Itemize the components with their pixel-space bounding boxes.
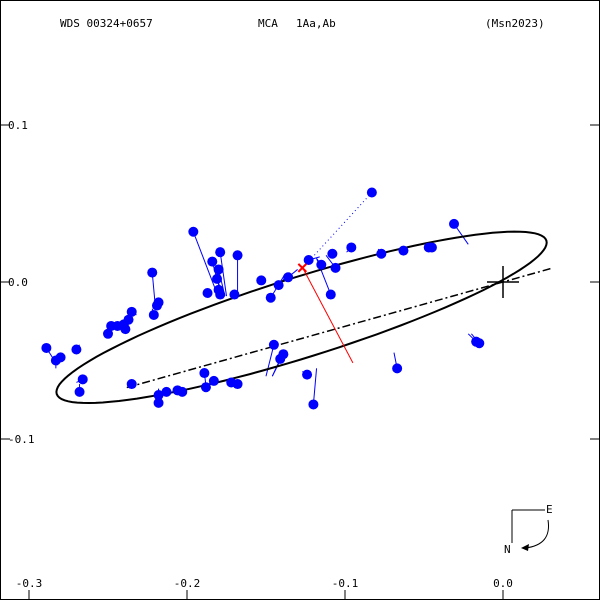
observation-point: [275, 353, 286, 364]
observation-point: [308, 399, 319, 410]
residual-lines: [45, 192, 480, 405]
observation-point: [232, 379, 243, 390]
observation-point: [207, 256, 218, 267]
line-of-nodes: [125, 267, 551, 389]
y-tick-label: -0.1: [8, 433, 35, 446]
compass-arrowhead-icon: [521, 544, 529, 551]
observation-point: [376, 248, 387, 259]
observation-point: [147, 267, 158, 278]
y-tick-label: 0.0: [8, 276, 28, 289]
method-label: MCA: [258, 17, 278, 30]
current-position-cross: [297, 263, 308, 273]
observation-point: [215, 247, 226, 258]
observation-point: [71, 344, 82, 355]
observation-point: [200, 382, 211, 393]
axis-tick-labels: -0.3 -0.2 -0.1 0.0 0.1 0.0 -0.1: [8, 119, 513, 590]
observation-point: [161, 386, 172, 397]
observation-point: [265, 292, 276, 303]
observation-point: [325, 289, 336, 300]
y-tick-label: 0.1: [8, 119, 28, 132]
observation-point: [153, 390, 164, 401]
observation-point: [366, 187, 377, 198]
observation-point: [256, 275, 267, 286]
observation-point: [449, 218, 460, 229]
observation-point: [106, 320, 117, 331]
residual-line: [312, 368, 318, 405]
observation-point: [151, 300, 162, 311]
x-tick-label: -0.1: [332, 577, 359, 590]
observation-point: [327, 248, 338, 259]
observation-point: [103, 328, 113, 339]
axis-ticks: [1, 124, 599, 599]
primary-star-marker: [487, 266, 519, 298]
observation-point: [212, 273, 223, 284]
observation-point: [273, 280, 284, 291]
compass-rotation-icon: [524, 519, 550, 549]
observation-point: [232, 250, 243, 261]
observation-point: [215, 289, 226, 300]
x-tick-label: -0.2: [174, 577, 201, 590]
components-label: 1Aa,Ab: [296, 17, 336, 30]
compass-arrow-icon: [511, 509, 545, 543]
residual-line: [306, 192, 373, 264]
observation-point: [474, 338, 485, 349]
residual-line: [265, 344, 275, 377]
observation-point: [188, 226, 199, 237]
observation-point: [148, 309, 159, 320]
observation-point: [283, 272, 294, 283]
residual-line: [192, 231, 220, 298]
observation-point: [213, 264, 224, 275]
observation-point: [50, 355, 61, 366]
observation-point: [77, 374, 88, 385]
observation-point: [346, 242, 357, 253]
x-tick-label: -0.3: [16, 577, 43, 590]
observation-point: [120, 324, 131, 335]
observation-points: [41, 187, 485, 410]
observation-point: [303, 255, 314, 266]
observation-point: [202, 287, 213, 298]
observation-point: [126, 379, 137, 390]
observation-point: [208, 375, 219, 386]
residual-line: [219, 252, 227, 297]
orbit-ellipse: [55, 230, 548, 405]
observation-point: [302, 369, 313, 380]
observation-point: [126, 306, 137, 317]
observation-point: [153, 397, 164, 408]
wds-designation: WDS 00324+0657: [60, 17, 153, 30]
reference-label: (Msn2023): [485, 17, 545, 30]
observation-point: [423, 242, 434, 253]
current-position-marker: [297, 263, 308, 273]
observation-point: [268, 339, 279, 350]
compass: E N: [504, 503, 553, 556]
compass-north-label: N: [504, 543, 511, 556]
compass-east-label: E: [546, 503, 553, 516]
observation-point: [41, 342, 52, 353]
observation-point: [330, 262, 341, 273]
observation-point: [392, 363, 403, 374]
observation-point: [199, 368, 210, 379]
observation-point: [398, 245, 409, 256]
observation-point: [74, 386, 85, 397]
observation-point: [177, 386, 188, 397]
observation-point: [229, 289, 240, 300]
x-tick-label: 0.0: [493, 577, 513, 590]
periastron-line: [301, 266, 354, 364]
observation-point: [316, 259, 327, 270]
